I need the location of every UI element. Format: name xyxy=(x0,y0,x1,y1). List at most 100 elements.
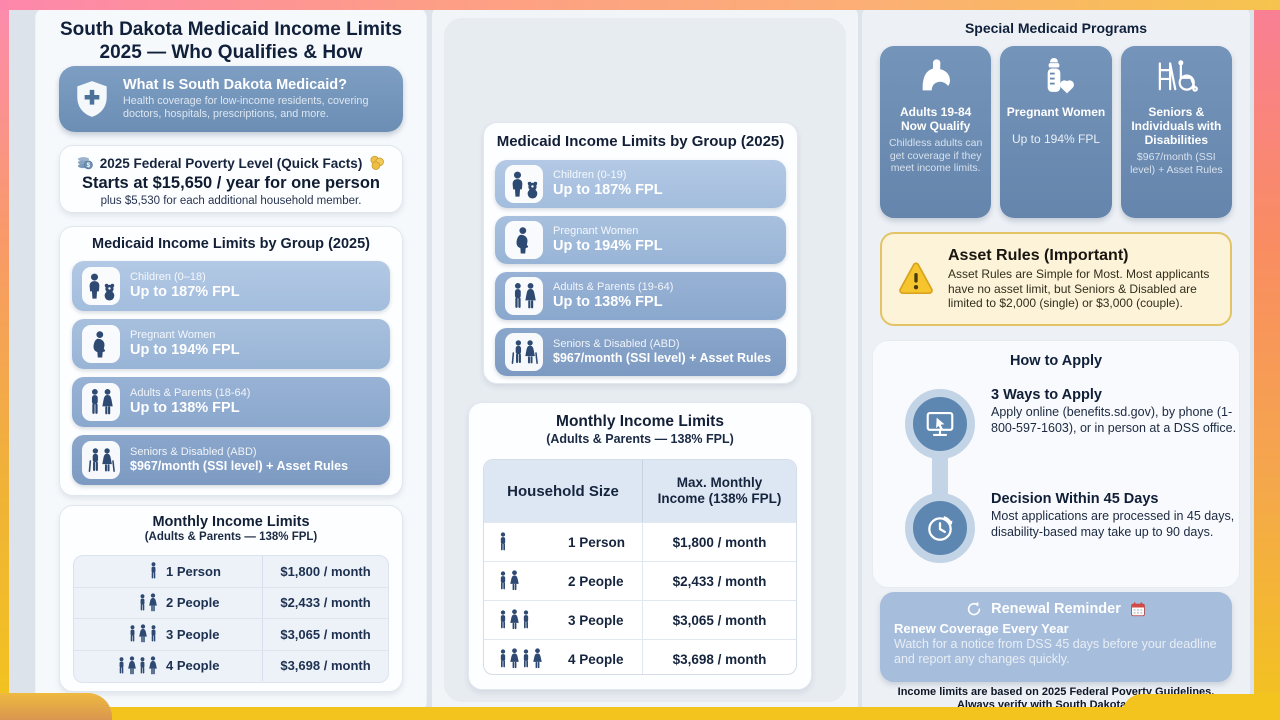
household-size: 2 People xyxy=(568,573,624,589)
income-amount: $1,800 / month xyxy=(262,556,388,587)
group-row-value: Up to 194% FPL xyxy=(553,237,663,254)
group-row-label: Pregnant Women xyxy=(130,329,216,342)
person-icon xyxy=(498,570,508,592)
monthly-limits-table: 1 Person $1,800 / month 2 People $2,433 … xyxy=(73,555,389,683)
group-row-adults: Adults & Parents (19-64) Up to 138% FPL xyxy=(495,272,786,320)
person-icon xyxy=(138,656,147,676)
renewal-subheading: Renew Coverage Every Year xyxy=(894,621,1069,636)
monthly-limits-title: Monthly Income Limits xyxy=(152,514,310,530)
table-row: 3 People $3,065 / month xyxy=(484,600,796,639)
table-header-row: Household Size Max. Monthly Income (138%… xyxy=(484,460,796,522)
income-amount: $3,065 / month xyxy=(262,619,388,650)
adults-couple-icon xyxy=(87,388,116,417)
table-row: 1 Person $1,800 / month xyxy=(74,556,388,587)
apply-item-decision: Decision Within 45 Days Most application… xyxy=(991,491,1243,540)
group-row-value: $967/month (SSI level) + Asset Rules xyxy=(130,459,349,474)
senior-couple-icon xyxy=(87,446,116,475)
frame-corner-bottom-right xyxy=(1122,694,1280,720)
monthly-limits-title: Monthly Income Limits xyxy=(556,413,724,430)
warning-triangle-icon xyxy=(896,259,936,299)
apply-online-circle xyxy=(905,389,975,459)
person-icon xyxy=(509,570,520,592)
group-row-label: Pregnant Women xyxy=(553,225,639,238)
household-size: 4 People xyxy=(166,658,220,674)
group-row-label: Seniors & Disabled (ABD) xyxy=(553,338,680,351)
person-icon xyxy=(521,609,531,631)
what-is-medicaid-card: What Is South Dakota Medicaid? Health co… xyxy=(59,66,403,132)
timeline-connector xyxy=(932,451,948,503)
table-row: 1 Person $1,800 / month xyxy=(484,522,796,561)
table-row: 2 People $2,433 / month xyxy=(484,561,796,600)
table-row: 2 People $2,433 / month xyxy=(74,586,388,618)
frame-top-border xyxy=(0,0,1280,10)
group-row-label: Adults & Parents (18-64) xyxy=(130,387,251,400)
page-title-line2: 2025 — Who Qualifies & How xyxy=(99,42,363,63)
household-size: 3 People xyxy=(166,626,220,642)
person-icon xyxy=(148,656,158,676)
person-icon xyxy=(138,593,147,613)
program-card-body: Up to 194% FPL xyxy=(1011,132,1101,146)
program-card-title: Seniors & Individuals with Disabilities xyxy=(1131,105,1222,147)
group-row-value: Up to 187% FPL xyxy=(130,283,240,300)
group-row-value: Up to 194% FPL xyxy=(130,341,240,358)
group-row-children: Children (0–18) Up to 187% FPL xyxy=(72,261,390,311)
renewal-header: Renewal Reminder xyxy=(991,601,1121,617)
person-icon xyxy=(148,593,158,613)
group-row-value: Up to 187% FPL xyxy=(553,181,663,198)
program-card-pregnant: Pregnant Women Up to 194% FPL xyxy=(1000,46,1112,218)
group-row-pregnant: Pregnant Women Up to 194% FPL xyxy=(495,216,786,264)
frame-bottom-border xyxy=(0,707,1280,720)
group-row-adults: Adults & Parents (18-64) Up to 138% FPL xyxy=(72,377,390,427)
baby-bottle-heart-icon xyxy=(1034,56,1078,96)
program-card-title: Adults 19-84 Now Qualify xyxy=(899,105,972,133)
household-size: 3 People xyxy=(568,612,624,628)
asset-rules-body: Asset Rules are Simple for Most. Most ap… xyxy=(948,267,1210,311)
asset-rules-box: Asset Rules (Important) Asset Rules are … xyxy=(880,232,1232,326)
apply-item-heading: Decision Within 45 Days xyxy=(991,491,1159,507)
special-programs-cards: Adults 19-84 Now Qualify Childless adult… xyxy=(880,46,1232,218)
apply-item-ways: 3 Ways to Apply Apply online (benefits.s… xyxy=(991,387,1243,436)
apply-item-heading: 3 Ways to Apply xyxy=(991,387,1102,403)
what-is-title: What Is South Dakota Medicaid? xyxy=(123,77,347,93)
group-limits-title: Medicaid Income Limits by Group (2025) xyxy=(92,236,370,252)
gold-coins-icon xyxy=(368,154,386,172)
refresh-icon xyxy=(965,600,983,618)
pregnant-woman-icon xyxy=(510,226,539,255)
person-icon xyxy=(498,648,508,670)
group-row-value: $967/month (SSI level) + Asset Rules xyxy=(553,351,772,366)
table-row: 4 People $3,698 / month xyxy=(484,639,796,674)
quick-facts-card: 2025 Federal Poverty Level (Quick Facts)… xyxy=(59,145,403,213)
how-to-apply-title: How to Apply xyxy=(1009,353,1103,369)
monthly-limits-card-left: Monthly Income Limits (Adults & Parents … xyxy=(59,505,403,692)
table-row: 4 People $3,698 / month xyxy=(74,649,388,681)
program-card-adults: Adults 19-84 Now Qualify Childless adult… xyxy=(880,46,992,218)
group-row-value: Up to 138% FPL xyxy=(553,293,663,310)
clock-icon xyxy=(924,512,956,544)
apply-item-body: Most applications are processed in 45 da… xyxy=(991,509,1235,539)
group-row-label: Children (0–18) xyxy=(130,271,206,284)
group-limits-card-left: Medicaid Income Limits by Group (2025) C… xyxy=(59,226,403,496)
income-amount: $2,433 / month xyxy=(262,587,388,618)
income-amount: $3,698 / month xyxy=(642,640,796,674)
group-limits-card-middle: Medicaid Income Limits by Group (2025) C… xyxy=(483,122,798,384)
group-row-seniors: Seniors & Disabled (ABD) $967/month (SSI … xyxy=(72,435,390,485)
person-icon xyxy=(127,656,137,676)
person-icon xyxy=(138,624,148,644)
renewal-reminder-box: Renewal Reminder Renew Coverage Every Ye… xyxy=(880,592,1232,682)
person-icon xyxy=(117,656,126,676)
table-row: 3 People $3,065 / month xyxy=(74,618,388,650)
frame-corner-bottom-left xyxy=(0,693,112,720)
person-icon xyxy=(498,531,508,553)
group-row-label: Children (0-19) xyxy=(553,169,627,182)
frame-left-border xyxy=(0,0,9,720)
adults-couple-icon xyxy=(510,282,539,311)
flexed-arm-icon xyxy=(914,56,958,96)
household-size: 2 People xyxy=(166,595,220,611)
program-card-body: Childless adults can get coverage if the… xyxy=(888,137,983,174)
left-column: South Dakota Medicaid Income Limits 2025… xyxy=(36,8,426,712)
household-size: 4 People xyxy=(568,651,624,667)
calendar-icon xyxy=(1129,600,1147,618)
quick-facts-main: Starts at $15,650 / year for one person xyxy=(81,174,381,192)
how-to-apply-card: How to Apply 3 Ways to Apply Apply onlin… xyxy=(872,340,1240,588)
program-card-title: Pregnant Women xyxy=(1006,105,1106,119)
